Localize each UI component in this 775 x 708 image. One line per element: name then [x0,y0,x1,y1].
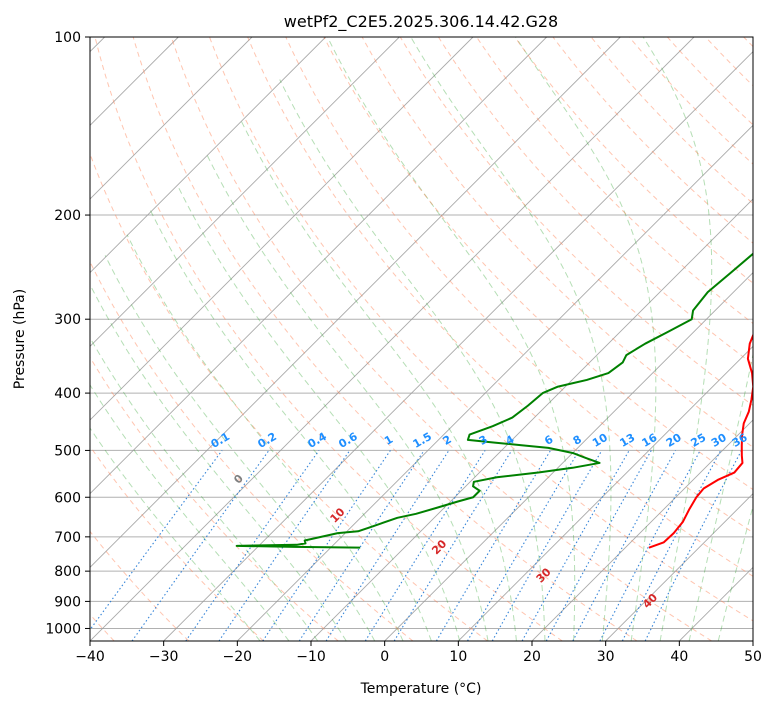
dry-adiabat-20 [94,37,563,641]
isotherm-lines [90,37,753,641]
dry-adiabat-80 [323,37,753,491]
plot-frame [89,36,754,642]
moist-adiabat--16 [90,384,290,641]
dewpoint-profile-line [235,252,753,549]
moist-adiabat-36 [642,37,713,641]
y-tick-label: 100 [54,30,81,46]
dry-adiabat-110 [438,37,753,365]
isotherm-0 [384,272,753,641]
mixing-ratio-line-1.5 [298,450,425,641]
dry-adiabat--30 [90,530,190,641]
moist-adiabat-40 [688,352,753,641]
x-axis-title: Temperature (°C) [360,681,482,697]
x-tick-label: 0 [380,649,389,665]
dry-adiabat-90 [361,37,753,448]
x-tick-label: −30 [149,649,179,665]
moist-adiabat-12 [206,154,489,641]
moist-adiabat--4 [104,255,376,641]
y-tick-label: 800 [54,564,81,580]
mixing-ratio-line-13 [521,450,630,641]
moist-adiabat-28 [410,37,612,641]
isotherm--60 [90,37,547,495]
dry-adiabat-50 [209,37,753,622]
mixing-ratio-line-2 [325,450,450,641]
dry-adiabat-60 [247,37,753,577]
x-tick-label: 20 [523,649,541,665]
isotherm--50 [90,37,621,568]
y-tick-label: 1000 [45,621,81,637]
moist-adiabat--8 [90,283,347,641]
moist-adiabat-lines [90,37,753,641]
chart-title: wetPf2_C2E5.2025.306.14.42.G28 [284,12,558,32]
y-tick-label: 600 [54,490,81,506]
moist-adiabat-32 [515,37,657,641]
isotherm--10 [310,198,753,641]
isotherm--80 [90,37,400,347]
isotherm--70 [90,37,474,421]
moist-adiabat-16 [240,119,517,641]
x-tick-label: 50 [744,649,762,665]
moist-adiabat-20 [279,79,546,641]
mixing-ratio-lines [90,450,742,641]
moist-adiabat--20 [90,427,261,641]
x-tick-label: −10 [296,649,326,665]
x-tick-label: 10 [449,649,467,665]
temperature-profile-line [648,332,753,549]
moist-adiabat-0 [126,234,404,641]
y-tick-label: 500 [54,443,81,459]
dry-adiabat-lines [90,37,753,641]
x-axis-ticks: −40 −30 −20 −10 0 10 20 30 40 50 [75,641,762,665]
mixing-ratio-line-0.4 [185,450,320,641]
dry-adiabat-100 [399,37,753,407]
isotherm-20 [531,419,753,641]
y-axis-title: Pressure (hPa) [12,289,28,389]
isotherm--90 [90,37,326,274]
mixing-ratio-line-0.1 [90,450,223,631]
moist-adiabat-24 [327,37,576,641]
mixing-ratio-line-36 [644,450,742,641]
isotherm--40 [90,37,695,641]
pressure-gridlines [90,37,753,629]
moist-adiabat-44 [717,504,753,641]
moist-adiabat--12 [90,336,319,641]
mixing-ratio-line-1 [262,450,391,641]
mixing-ratio-line-0.6 [218,450,351,641]
dry-adiabat-70 [285,37,753,534]
y-tick-label: 200 [54,208,81,224]
mixing-ratio-line-30 [621,450,722,641]
mixing-ratio-line-16 [545,450,652,641]
y-tick-label: 300 [54,312,81,328]
y-axis-ticks: 100 200 300 400 500 600 700 800 900 1000 [45,30,90,637]
mixing-ratio-line-0.2 [131,450,270,641]
dry-adiabat-0 [90,260,414,641]
moist-adiabat-4 [149,209,432,641]
y-tick-label: 700 [54,530,81,546]
isotherm--30 [163,51,753,641]
y-tick-label: 400 [54,386,81,402]
x-tick-label: 40 [670,649,688,665]
x-tick-label: 30 [597,649,615,665]
moist-adiabat-8 [176,184,461,641]
dry-adiabat-30 [132,37,638,641]
isotherm-30 [605,493,753,641]
isotherm-10 [458,345,753,641]
x-tick-label: −40 [75,649,105,665]
isotherm--100 [90,37,253,200]
mixing-ratio-line-4 [393,450,513,641]
sounding-series [235,252,753,549]
dry-adiabat--10 [90,356,339,641]
mixing-ratio-line-20 [572,450,677,641]
x-tick-label: −20 [223,649,253,665]
y-tick-label: 900 [54,594,81,610]
isotherm--20 [237,124,753,641]
